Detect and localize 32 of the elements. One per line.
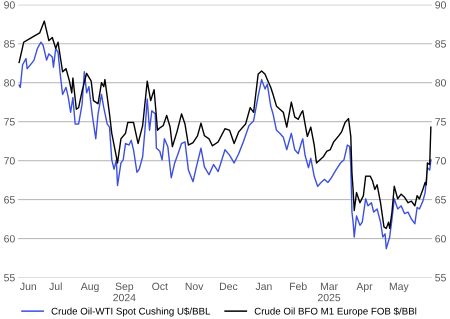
x-tick-label: Jan (256, 282, 272, 290)
y2-tick-label: 65 (435, 196, 446, 204)
x-tick-label: Oct (152, 282, 168, 290)
y-tick-label: 85 (4, 40, 15, 48)
y2-tick-label: 80 (435, 79, 446, 87)
x-tick-label: Apr (356, 282, 372, 292)
x-tick-label: Jul (49, 282, 62, 290)
y2-tick-label: 55 (435, 274, 446, 282)
x-tick-label: Sep 2024 (113, 282, 136, 302)
y-tick-label: 60 (4, 235, 15, 242)
x-tick-label: Dec (220, 282, 238, 290)
y-tick-label: 80 (4, 79, 15, 87)
x-tick-label: Nov (186, 282, 204, 290)
x-tick-label: Jun (20, 282, 36, 290)
y2-tick-label: 75 (435, 118, 446, 126)
legend-label: Crude Oil BFO M1 Europe FOB $/BBl (254, 307, 416, 317)
x-tick-label: Mar 2025 (318, 282, 340, 302)
y2-tick-label: 70 (435, 157, 446, 165)
x-tick-label: Feb (290, 282, 307, 290)
y2-tick-label: 60 (435, 235, 446, 242)
y-tick-label: 70 (4, 157, 15, 165)
x-tick-label: Aug (80, 282, 99, 292)
y-tick-label: 55 (4, 274, 15, 282)
line-series (18, 41, 432, 250)
y2-tick-label: 85 (435, 40, 446, 48)
line-series (18, 20, 432, 230)
legend-label: Crude Oil-WTI Spot Cushing U$/BBL (52, 307, 210, 317)
y-tick-label: 75 (4, 118, 15, 126)
x-tick-label: May (390, 282, 409, 292)
y-tick-label: 90 (4, 1, 15, 9)
y-tick-label: 65 (4, 196, 15, 204)
y2-tick-label: 90 (435, 1, 446, 9)
